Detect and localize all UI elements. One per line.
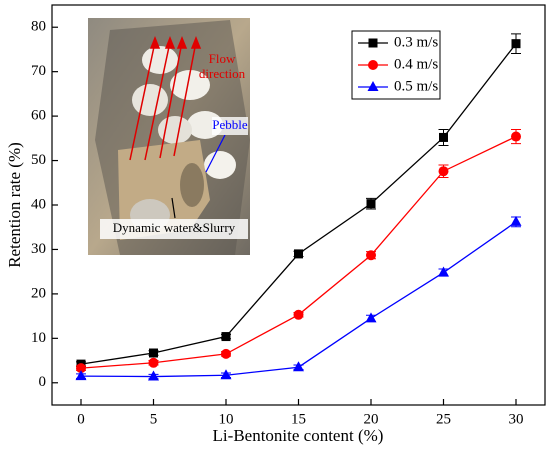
inset-label: Pebble <box>212 117 248 132</box>
y-tick-label: 30 <box>31 241 46 257</box>
x-tick-label: 0 <box>77 411 85 427</box>
y-tick-label: 0 <box>39 374 47 390</box>
x-tick-label: 15 <box>291 411 306 427</box>
legend-label: 0.5 m/s <box>394 78 438 94</box>
y-axis-label: Retention rate (%) <box>5 142 24 268</box>
marker <box>293 309 304 320</box>
marker <box>365 312 377 323</box>
marker <box>439 132 448 142</box>
inset-label: direction <box>199 66 246 81</box>
legend-label: 0.3 m/s <box>394 34 438 50</box>
y-tick-label: 70 <box>31 63 46 79</box>
marker <box>366 199 376 209</box>
y-tick-label: 60 <box>31 108 46 124</box>
inset-label: Flow <box>209 51 236 66</box>
marker <box>148 357 159 368</box>
marker <box>293 361 304 372</box>
marker <box>76 363 86 374</box>
x-tick-label: 10 <box>219 411 234 427</box>
y-tick-label: 50 <box>31 152 46 168</box>
x-axis-label: Li-Bentonite content (%) <box>213 426 384 445</box>
marker <box>367 81 379 91</box>
x-tick-label: 25 <box>436 411 451 427</box>
legend-label: 0.4 m/s <box>394 56 438 72</box>
marker <box>511 131 521 142</box>
marker <box>366 250 376 261</box>
x-tick-label: 30 <box>509 411 524 427</box>
x-tick-label: 5 <box>150 411 158 427</box>
marker <box>511 39 521 49</box>
y-tick-label: 80 <box>31 19 46 35</box>
x-tick-label: 20 <box>364 411 379 427</box>
marker <box>368 60 378 70</box>
marker <box>75 370 87 381</box>
marker <box>438 266 449 277</box>
y-tick-label: 20 <box>31 285 46 301</box>
marker <box>148 370 159 381</box>
y-tick-label: 40 <box>31 196 46 212</box>
marker <box>221 348 231 359</box>
marker <box>294 249 303 259</box>
marker <box>221 332 231 342</box>
y-tick-label: 10 <box>31 330 46 346</box>
marker <box>438 166 449 177</box>
marker <box>368 38 378 48</box>
inset-photo <box>88 18 250 255</box>
marker <box>220 369 232 380</box>
marker <box>510 215 522 226</box>
inset-label: Dynamic water&Slurry <box>113 220 236 235</box>
marker <box>149 348 158 358</box>
